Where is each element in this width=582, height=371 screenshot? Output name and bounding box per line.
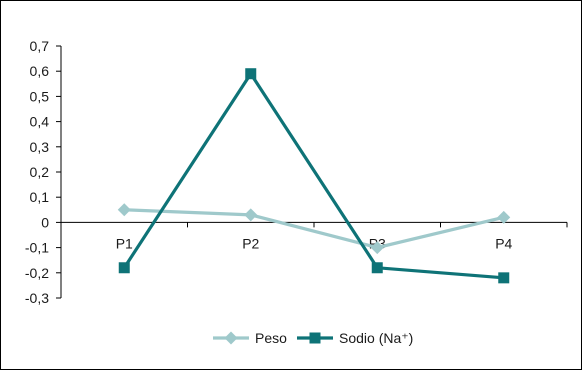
data-point: [497, 210, 511, 224]
data-point: [371, 262, 383, 274]
x-tick-label: P4: [495, 235, 512, 251]
legend-swatch-marker: [309, 332, 321, 344]
axes-layer: 0,70,60,50,40,30,20,10-0,1-0,2-0,3P1P2P3…: [25, 38, 568, 306]
y-tick-label: 0: [41, 214, 49, 230]
legend-label: Sodio (Na⁺): [339, 330, 413, 346]
data-point: [370, 241, 384, 255]
y-tick-label: 0,2: [30, 164, 50, 180]
y-tick-label: 0,6: [30, 63, 50, 79]
y-tick-label: 0,3: [30, 139, 50, 155]
series-line: [124, 208, 505, 250]
series-layer: [117, 68, 511, 284]
series-line: [122, 72, 504, 280]
legend: Peso Sodio (Na⁺): [213, 330, 413, 346]
data-point: [117, 203, 131, 217]
y-tick-label: 0,4: [30, 114, 50, 130]
y-tick-label: -0,1: [25, 240, 49, 256]
y-tick-label: -0,3: [25, 290, 49, 306]
legend-item-0: Peso: [213, 330, 287, 346]
x-tick-label: P1: [116, 235, 133, 251]
y-tick-label: 0,1: [30, 189, 50, 205]
data-point: [498, 272, 510, 284]
x-tick-label: P2: [242, 235, 259, 251]
y-tick-label: 0,5: [30, 88, 50, 104]
series-1: [118, 68, 510, 284]
series-0: [117, 203, 511, 255]
data-point: [245, 68, 257, 80]
legend-swatch-marker: [224, 331, 238, 345]
legend-item-1: Sodio (Na⁺): [297, 330, 413, 346]
data-point: [118, 262, 130, 274]
legend-label: Peso: [255, 330, 287, 346]
data-point: [244, 208, 258, 222]
y-tick-label: 0,7: [30, 38, 50, 54]
y-tick-label: -0,2: [25, 265, 49, 281]
